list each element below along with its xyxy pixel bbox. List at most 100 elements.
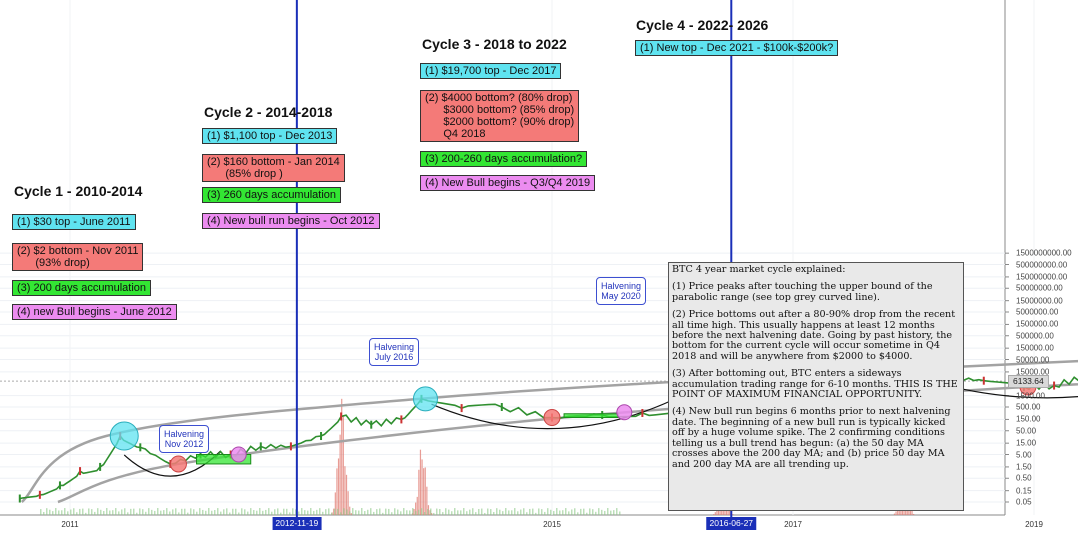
price-candle — [139, 443, 142, 452]
volume-bar — [193, 509, 195, 515]
volume-bar — [451, 511, 453, 515]
volume-bar — [355, 510, 357, 515]
volume-bar — [445, 508, 447, 515]
explanation-point-1: (1) Price peaks after touching the upper… — [672, 281, 933, 303]
volume-bar — [373, 511, 375, 515]
volume-bar — [419, 449, 422, 515]
volume-bar — [457, 510, 459, 515]
volume-bar — [94, 511, 96, 515]
volume-bar — [220, 511, 222, 515]
volume-bar — [142, 509, 144, 515]
cycle-1-accumulation-note: (3) 200 days accumulation — [12, 280, 152, 296]
cycle-top-marker — [109, 421, 139, 451]
cycle-top-marker — [412, 386, 438, 412]
halving-date-badge: 2012-11-19 — [272, 517, 322, 530]
volume-bar — [169, 511, 171, 515]
y-tick-label: 50.00 — [1016, 426, 1037, 436]
volume-bar — [295, 509, 297, 515]
volume-bar — [397, 509, 399, 515]
volume-bar — [265, 509, 267, 515]
y-tick-label: 0.50 — [1016, 473, 1032, 483]
volume-bar — [583, 508, 585, 515]
volume-bar — [67, 511, 69, 515]
y-tick-label: 50000000.00 — [1016, 283, 1063, 293]
cycle-3-bull-note: (4) New Bull begins - Q3/Q4 2019 — [420, 175, 596, 191]
volume-bar — [601, 509, 603, 515]
volume-bar — [328, 508, 330, 515]
volume-bar — [532, 508, 534, 515]
volume-bar — [454, 508, 456, 515]
volume-bar — [505, 508, 507, 515]
y-tick-label: 5000000.00 — [1016, 307, 1059, 317]
volume-bar — [187, 512, 189, 515]
volume-bar — [196, 511, 198, 515]
volume-bar — [508, 510, 510, 515]
volume-bar — [334, 508, 336, 515]
volume-bar — [109, 510, 111, 515]
volume-bar — [436, 508, 438, 515]
volume-bar — [426, 486, 428, 515]
price-candle — [400, 415, 403, 424]
volume-bar — [556, 508, 558, 515]
accumulation-range-box — [196, 454, 252, 465]
volume-bar — [400, 511, 402, 515]
volume-bar — [424, 467, 426, 515]
cycle-1-bottom-note: (2) $2 bottom - Nov 2011 (93% drop) — [12, 243, 144, 271]
volume-bar — [598, 508, 600, 515]
price-candle — [370, 420, 373, 429]
volume-bar — [298, 511, 300, 515]
volume-bar — [502, 511, 504, 515]
volume-bar — [580, 508, 582, 515]
volume-bar — [124, 508, 126, 515]
halving-2020-label: Halvening May 2020 — [596, 277, 647, 305]
y-tick-label: 150.00 — [1016, 414, 1041, 424]
volume-bar — [343, 508, 345, 515]
volume-bar — [339, 434, 341, 515]
volume-bar — [729, 510, 731, 515]
volume-bar — [46, 508, 48, 515]
volume-bar — [235, 508, 237, 515]
volume-bar — [442, 512, 444, 515]
x-tick-label: 2015 — [543, 520, 561, 529]
volume-bar — [325, 509, 327, 515]
volume-bar — [529, 508, 531, 515]
volume-bar — [391, 512, 393, 515]
cycle-3-title: Cycle 3 - 2018 to 2022 — [422, 36, 567, 52]
bull-start-marker — [616, 404, 633, 421]
cycle-2-bull-note: (4) New bull run begins - Oct 2012 — [202, 213, 380, 229]
volume-bar — [82, 508, 84, 515]
volume-bar — [52, 511, 54, 515]
halving-2016-label: Halvening July 2016 — [369, 338, 420, 366]
cycle-1-title: Cycle 1 - 2010-2014 — [14, 183, 143, 199]
volume-bar — [256, 510, 258, 515]
cycle-1-top-note: (1) $30 top - June 2011 — [12, 214, 136, 230]
volume-bar — [403, 508, 405, 515]
volume-bar — [202, 509, 204, 515]
volume-bar — [341, 398, 343, 515]
volume-bar — [112, 510, 114, 515]
volume-bar — [526, 512, 528, 515]
volume-bar — [301, 508, 303, 515]
volume-bar — [463, 508, 465, 515]
volume-bar — [415, 502, 417, 515]
x-tick-label: 2017 — [784, 520, 802, 529]
volume-bar — [732, 514, 734, 515]
volume-bar — [316, 509, 318, 515]
volume-bar — [286, 508, 288, 515]
volume-bar — [103, 511, 105, 515]
cycle-3-bottom-note: (2) $4000 bottom? (80% drop) $3000 botto… — [420, 90, 580, 142]
price-candle — [79, 467, 82, 476]
volume-bar — [413, 508, 415, 515]
volume-bar — [376, 509, 378, 515]
volume-bar — [166, 508, 168, 515]
volume-bar — [416, 496, 418, 515]
volume-bar — [562, 510, 564, 515]
volume-bar — [406, 510, 408, 515]
volume-bar — [151, 509, 153, 515]
volume-bar — [154, 510, 156, 515]
volume-bar — [342, 416, 344, 515]
volume-bar — [424, 512, 426, 515]
volume-bar — [577, 512, 579, 515]
volume-bar — [244, 509, 246, 515]
volume-bar — [91, 509, 93, 515]
